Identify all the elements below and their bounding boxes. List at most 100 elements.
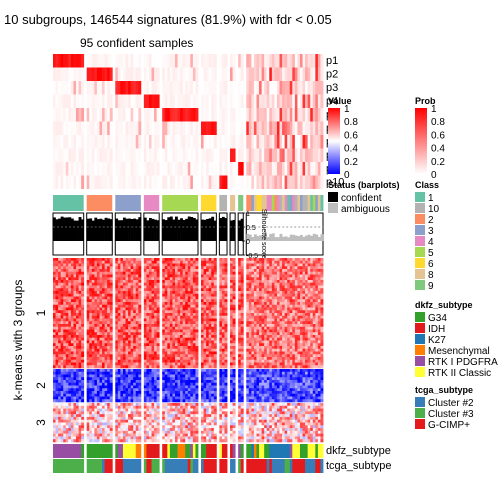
prob-cell: [120, 94, 124, 108]
heatmap-cell: [315, 310, 319, 314]
heatmap-cell: [53, 362, 56, 366]
heatmap-cell: [78, 318, 82, 322]
heatmap-cell: [310, 302, 314, 306]
prob-cell: [177, 81, 181, 95]
heatmap-cell: [251, 277, 255, 281]
heatmap-cell: [190, 324, 194, 328]
heatmap-cell: [122, 362, 126, 366]
heatmap-cell: [135, 288, 139, 292]
heatmap-cell: [292, 258, 296, 262]
prob-cell: [320, 121, 324, 135]
heatmap-cell: [156, 274, 160, 278]
prob-cell: [305, 54, 309, 68]
heatmap-cell: [206, 277, 210, 281]
heatmap-cell: [317, 269, 321, 273]
heatmap-cell: [211, 362, 215, 366]
prob-cell: [266, 67, 270, 81]
heatmap-cell: [117, 315, 121, 319]
heatmap-cell: [238, 260, 242, 264]
prob-cell: [156, 94, 160, 108]
heatmap-cell: [259, 307, 263, 311]
heatmap-cell: [282, 346, 286, 350]
heatmap-cell: [240, 302, 244, 306]
heatmap-cell: [91, 299, 95, 303]
heatmap-cell: [310, 288, 314, 292]
prob-cell: [55, 67, 59, 81]
heatmap-cell: [292, 299, 296, 303]
heatmap-cell: [151, 296, 155, 300]
prob-cell: [310, 175, 314, 189]
heatmap-cell: [261, 280, 265, 284]
heatmap-cell: [256, 299, 260, 303]
heatmap-cell: [201, 269, 204, 273]
heatmap-cell: [89, 274, 93, 278]
prob-cell: [164, 121, 168, 135]
heatmap-cell: [206, 340, 210, 344]
heatmap-cell: [58, 285, 62, 289]
heatmap-cell: [297, 346, 301, 350]
heatmap-cell: [274, 285, 278, 289]
prob-cell: [180, 121, 184, 135]
heatmap-cell: [297, 321, 301, 325]
heatmap-cell: [289, 258, 293, 262]
heatmap-cell: [251, 285, 255, 289]
heatmap-cell: [232, 329, 236, 333]
heatmap-cell: [264, 329, 268, 333]
heatmap-cell: [230, 357, 233, 361]
heatmap-cell: [115, 315, 119, 319]
heatmap-cell: [284, 288, 288, 292]
heatmap-cell: [133, 269, 137, 273]
heatmap-cell: [117, 357, 121, 361]
prob-cell: [271, 108, 275, 122]
prob-cell: [180, 54, 184, 68]
prob-cell: [185, 148, 189, 162]
heatmap-cell: [154, 332, 158, 336]
heatmap-cell: [208, 318, 212, 322]
heatmap-cell: [185, 318, 189, 322]
heatmap-cell: [302, 291, 306, 295]
heatmap-cell: [305, 269, 309, 273]
heatmap-cell: [195, 335, 199, 339]
heatmap-cell: [169, 329, 173, 333]
heatmap-cell: [248, 357, 252, 361]
prob-cell: [133, 175, 137, 189]
heatmap-cell: [240, 335, 244, 339]
heatmap-cell: [248, 315, 252, 319]
heatmap-cell: [102, 291, 105, 295]
prob-cell: [279, 54, 283, 68]
prob-cell: [135, 81, 139, 95]
heatmap-cell: [238, 304, 242, 308]
heatmap-cell: [107, 296, 111, 300]
silhouette-bar: [182, 219, 186, 241]
prob-cell: [120, 135, 124, 149]
heatmap-cell: [248, 321, 252, 325]
heatmap-cell: [65, 357, 69, 361]
heatmap-cell: [284, 365, 288, 369]
heatmap-cell: [125, 332, 129, 336]
heatmap-cell: [211, 357, 215, 361]
heatmap-cell: [182, 335, 186, 339]
heatmap-cell: [284, 293, 288, 297]
heatmap-cell: [219, 302, 223, 306]
prob-cell: [219, 162, 223, 176]
heatmap-cell: [102, 269, 105, 273]
silhouette-bar: [138, 217, 142, 241]
heatmap-cell: [53, 318, 56, 322]
heatmap-cell: [172, 318, 176, 322]
heatmap-cell: [53, 285, 56, 289]
prob-cell: [177, 175, 181, 189]
heatmap-cell: [107, 310, 111, 314]
heatmap-cell: [317, 280, 321, 284]
heatmap-cell: [315, 304, 319, 308]
heatmap-cell: [55, 269, 59, 273]
heatmap-cell: [224, 324, 228, 328]
heatmap-cell: [55, 374, 59, 378]
heatmap-cell: [299, 337, 303, 341]
heatmap-cell: [232, 293, 236, 297]
heatmap-cell: [238, 271, 242, 275]
heatmap-cell: [53, 326, 56, 330]
prob-cell: [287, 175, 291, 189]
heatmap-cell: [91, 318, 95, 322]
heatmap-cell: [130, 269, 134, 273]
heatmap-cell: [109, 280, 113, 284]
